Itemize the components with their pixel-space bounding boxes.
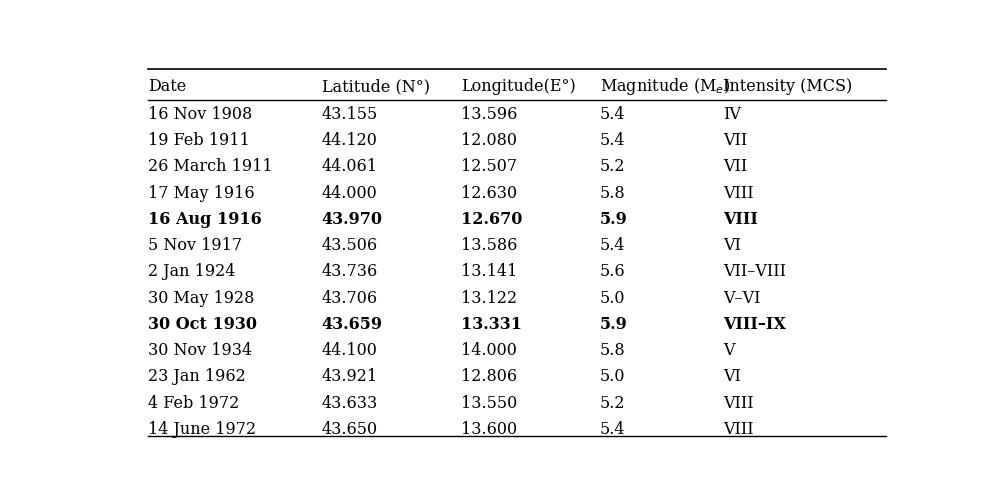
Text: VII: VII bbox=[724, 132, 748, 149]
Text: 17 May 1916: 17 May 1916 bbox=[148, 185, 254, 202]
Text: 19 Feb 1911: 19 Feb 1911 bbox=[148, 132, 249, 149]
Text: 12.080: 12.080 bbox=[461, 132, 516, 149]
Text: 5.0: 5.0 bbox=[600, 369, 625, 385]
Text: 43.706: 43.706 bbox=[322, 289, 378, 307]
Text: 43.970: 43.970 bbox=[322, 211, 383, 228]
Text: 5.4: 5.4 bbox=[600, 237, 625, 254]
Text: 13.122: 13.122 bbox=[461, 289, 516, 307]
Text: 12.806: 12.806 bbox=[461, 369, 516, 385]
Text: 30 May 1928: 30 May 1928 bbox=[148, 289, 254, 307]
Text: Latitude (N°): Latitude (N°) bbox=[322, 78, 430, 95]
Text: VIII: VIII bbox=[724, 421, 754, 438]
Text: 5.6: 5.6 bbox=[600, 263, 625, 280]
Text: IV: IV bbox=[724, 106, 742, 123]
Text: 13.600: 13.600 bbox=[461, 421, 516, 438]
Text: 2 Jan 1924: 2 Jan 1924 bbox=[148, 263, 235, 280]
Text: 12.670: 12.670 bbox=[461, 211, 522, 228]
Text: 43.736: 43.736 bbox=[322, 263, 378, 280]
Text: VI: VI bbox=[724, 237, 742, 254]
Text: 5.4: 5.4 bbox=[600, 421, 625, 438]
Text: VIII: VIII bbox=[724, 185, 754, 202]
Text: 5.9: 5.9 bbox=[600, 211, 627, 228]
Text: V: V bbox=[724, 342, 735, 359]
Text: 44.120: 44.120 bbox=[322, 132, 378, 149]
Text: Intensity (MCS): Intensity (MCS) bbox=[724, 78, 852, 95]
Text: VI: VI bbox=[724, 369, 742, 385]
Text: 44.061: 44.061 bbox=[322, 158, 378, 175]
Text: 44.100: 44.100 bbox=[322, 342, 378, 359]
Text: VIII: VIII bbox=[724, 394, 754, 412]
Text: 13.586: 13.586 bbox=[461, 237, 517, 254]
Text: Date: Date bbox=[148, 78, 186, 95]
Text: 5.9: 5.9 bbox=[600, 316, 627, 333]
Text: VII–VIII: VII–VIII bbox=[724, 263, 787, 280]
Text: V–VI: V–VI bbox=[724, 289, 761, 307]
Text: 5.8: 5.8 bbox=[600, 342, 625, 359]
Text: Magnitude (M$_e$): Magnitude (M$_e$) bbox=[600, 76, 730, 97]
Text: 16 Aug 1916: 16 Aug 1916 bbox=[148, 211, 261, 228]
Text: VII: VII bbox=[724, 158, 748, 175]
Text: 43.650: 43.650 bbox=[322, 421, 378, 438]
Text: VIII–IX: VIII–IX bbox=[724, 316, 787, 333]
Text: 5.4: 5.4 bbox=[600, 132, 625, 149]
Text: 5.2: 5.2 bbox=[600, 158, 625, 175]
Text: 43.155: 43.155 bbox=[322, 106, 378, 123]
Text: 16 Nov 1908: 16 Nov 1908 bbox=[148, 106, 252, 123]
Text: 30 Nov 1934: 30 Nov 1934 bbox=[148, 342, 252, 359]
Text: 12.630: 12.630 bbox=[461, 185, 516, 202]
Text: 43.633: 43.633 bbox=[322, 394, 378, 412]
Text: VIII: VIII bbox=[724, 211, 759, 228]
Text: 13.596: 13.596 bbox=[461, 106, 517, 123]
Text: 26 March 1911: 26 March 1911 bbox=[148, 158, 272, 175]
Text: 5 Nov 1917: 5 Nov 1917 bbox=[148, 237, 242, 254]
Text: 5.8: 5.8 bbox=[600, 185, 625, 202]
Text: 4 Feb 1972: 4 Feb 1972 bbox=[148, 394, 239, 412]
Text: 13.141: 13.141 bbox=[461, 263, 517, 280]
Text: Longitude(E°): Longitude(E°) bbox=[461, 78, 575, 95]
Text: 5.4: 5.4 bbox=[600, 106, 625, 123]
Text: 13.550: 13.550 bbox=[461, 394, 517, 412]
Text: 12.507: 12.507 bbox=[461, 158, 516, 175]
Text: 13.331: 13.331 bbox=[461, 316, 521, 333]
Text: 14.000: 14.000 bbox=[461, 342, 516, 359]
Text: 44.000: 44.000 bbox=[322, 185, 378, 202]
Text: 5.0: 5.0 bbox=[600, 289, 625, 307]
Text: 5.2: 5.2 bbox=[600, 394, 625, 412]
Text: 23 Jan 1962: 23 Jan 1962 bbox=[148, 369, 245, 385]
Text: 43.506: 43.506 bbox=[322, 237, 378, 254]
Text: 14 June 1972: 14 June 1972 bbox=[148, 421, 256, 438]
Text: 43.659: 43.659 bbox=[322, 316, 383, 333]
Text: 30 Oct 1930: 30 Oct 1930 bbox=[148, 316, 257, 333]
Text: 43.921: 43.921 bbox=[322, 369, 378, 385]
